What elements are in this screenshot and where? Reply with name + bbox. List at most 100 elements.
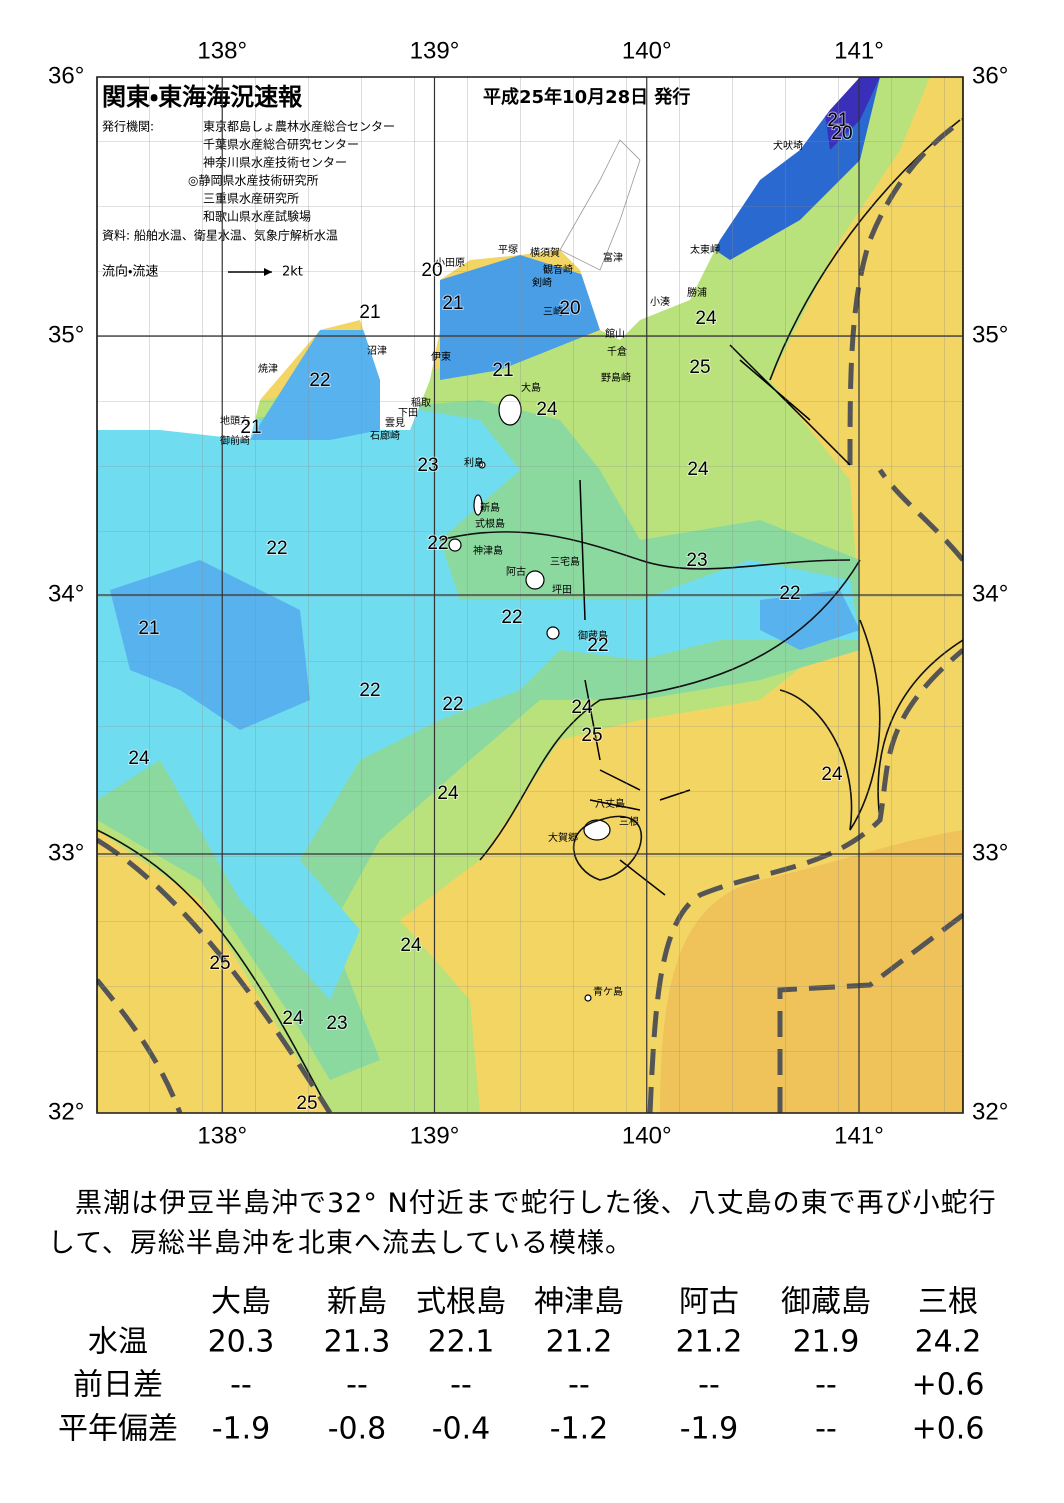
lat-label-right: 35° (972, 321, 1008, 348)
lon-label-bottom: 141° (834, 1122, 884, 1149)
place-name: 御前崎 (220, 434, 250, 447)
isotherm-label: 21 (240, 417, 261, 438)
cell: -- (230, 1368, 252, 1403)
cell: 21.2 (676, 1325, 743, 1360)
isotherm-label: 21 (492, 360, 513, 381)
isotherm-label: 24 (695, 308, 717, 329)
place-name: 太東岬 (690, 243, 720, 256)
place-name: 利島 (464, 456, 484, 469)
cell: 20.3 (208, 1325, 275, 1360)
column-header: 御蔵島 (781, 1285, 871, 1320)
cell: -- (346, 1368, 368, 1403)
isotherm-label: 25 (689, 357, 710, 378)
place-name: 三宅島 (550, 555, 580, 568)
place-name: 下田 (398, 408, 418, 419)
lon-label-top: 139° (410, 37, 460, 64)
cell: 21.2 (546, 1325, 613, 1360)
isotherm-label: 24 (400, 935, 422, 956)
summary: 黒潮は伊豆半島沖で32° N付近まで蛇行した後、八丈島の東で再び小蛇行して、房総… (48, 1188, 997, 1259)
row-label: 平年偏差 (58, 1412, 178, 1447)
place-name: 雲見 (385, 417, 405, 429)
lat-label-left: 35° (48, 321, 84, 348)
place-name: 石廊崎 (370, 429, 400, 442)
lat-label-right: 36° (972, 62, 1008, 89)
place-name: 館山 (605, 327, 625, 340)
current-scale: 2kt (282, 265, 303, 280)
row-label: 前日差 (73, 1368, 163, 1403)
cell: -- (568, 1368, 590, 1403)
cell: -- (450, 1368, 472, 1403)
isotherm-label: 22 (442, 694, 463, 715)
current-scale-arrowhead (264, 268, 272, 276)
place-name: 犬吠埼 (773, 139, 803, 152)
publisher: ◎静岡県水産技術研究所 (188, 173, 318, 188)
isotherm-label: 22 (309, 370, 330, 391)
lat-label-left: 32° (48, 1098, 84, 1125)
publisher-label: 発行機関: (102, 120, 154, 134)
publisher: 三重県水産研究所 (203, 192, 299, 206)
report-title: 関東・東海海況速報 (102, 83, 303, 111)
map-text: 関東・東海海況速報 平成25年10月28日 発行 発行機関: 資料: 船舶水温、… (102, 83, 690, 280)
lon-label-top: 140° (622, 37, 672, 64)
column-header: 式根島 (416, 1285, 506, 1320)
isotherm-label: 20 (831, 123, 852, 144)
isotherm-label: 24 (536, 399, 558, 420)
place-name: 御蔵島 (578, 629, 608, 642)
publisher: 東京都島しょ農林水産総合センター (203, 119, 395, 134)
lat-label-left: 34° (48, 580, 84, 607)
place-name: 稲取 (411, 397, 431, 409)
isotherm-label: 21 (359, 302, 380, 323)
cell: 22.1 (428, 1325, 495, 1360)
isotherm-label: 21 (827, 110, 848, 131)
isotherm-label: 21 (138, 618, 159, 639)
lon-label-top: 141° (834, 37, 884, 64)
publisher: 神奈川県水産技術センター (203, 155, 347, 170)
column-header: 三根 (918, 1285, 978, 1320)
column-header: 大島 (211, 1285, 271, 1320)
isotherm-label: 22 (587, 635, 608, 656)
place-name: 三崎 (543, 305, 563, 318)
cell: 24.2 (915, 1325, 982, 1360)
column-header: 新島 (327, 1285, 387, 1320)
isotherm-label: 24 (282, 1008, 304, 1029)
cell: -- (815, 1412, 837, 1447)
place-name: 坪田 (552, 583, 572, 596)
lon-label-bottom: 138° (197, 1122, 247, 1149)
place-name: 青ケ島 (593, 985, 623, 998)
lat-label-right: 32° (972, 1098, 1008, 1125)
cell: 21.9 (793, 1325, 860, 1360)
place-name: 八丈島 (595, 797, 625, 810)
sources: 資料: 船舶水温、衛星水温、気象庁解析水温 (102, 228, 338, 243)
cell: -1.9 (680, 1412, 739, 1447)
column-header: 阿古 (679, 1285, 739, 1320)
place-name: 小湊 (650, 295, 670, 308)
lon-label-bottom: 139° (410, 1122, 460, 1149)
isotherm-label: 22 (266, 538, 287, 559)
column-header: 神津島 (534, 1285, 624, 1320)
place-name: 地頭方 (220, 414, 250, 427)
isotherm-label: 22 (501, 607, 522, 628)
isotherm-label: 24 (128, 748, 150, 769)
publisher: 千葉県水産総合研究センター (203, 137, 359, 152)
isotherm-label: 23 (326, 1013, 347, 1034)
isotherm-label: 20 (421, 260, 442, 281)
row-label: 水温 (88, 1325, 148, 1360)
isotherm-label: 24 (437, 783, 459, 804)
isotherm-label: 22 (427, 533, 448, 554)
cell: -- (698, 1368, 720, 1403)
cell: -- (815, 1368, 837, 1403)
publisher: 和歌山県水産試験場 (203, 209, 311, 224)
place-name: 沼津 (367, 344, 387, 357)
isotherm-label: 22 (779, 583, 800, 604)
place-name: 野島崎 (601, 371, 631, 384)
place-name: 小田原 (435, 257, 465, 269)
isotherm-label: 21 (442, 293, 463, 314)
place-name: 観音崎 (543, 263, 573, 276)
isotherm-label: 24 (821, 764, 843, 785)
place-name: 焼津 (258, 363, 278, 375)
place-name: 式根島 (475, 517, 505, 530)
place-name: 新島 (480, 501, 500, 514)
cell: -1.2 (550, 1412, 609, 1447)
isotherm-label: 22 (359, 680, 380, 701)
lat-label-left: 33° (48, 839, 84, 866)
